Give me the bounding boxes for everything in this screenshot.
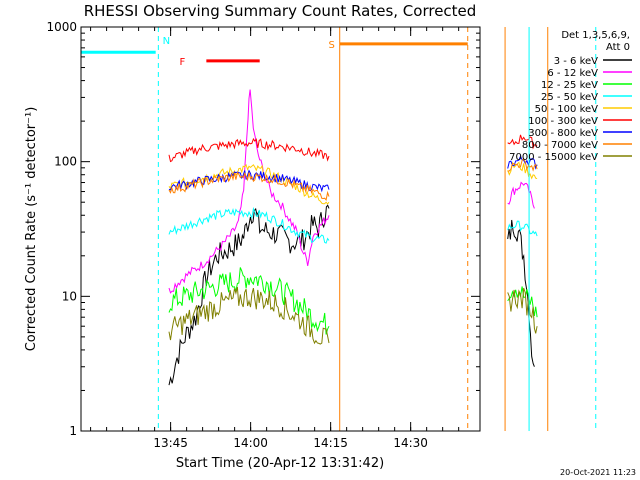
series-line-7-seg1 — [168, 171, 330, 202]
legend-label: 3 - 6 keV — [554, 56, 598, 67]
series-line-2-seg1 — [168, 267, 330, 335]
legend-label: 50 - 100 keV — [535, 104, 599, 115]
flag-label-n: N — [163, 36, 170, 47]
x-tick-label: 14:00 — [233, 436, 268, 450]
series-line-8-seg1 — [168, 286, 330, 345]
series-line-8-seg2 — [507, 287, 538, 334]
legend-label: 300 - 800 keV — [528, 128, 598, 139]
legend-label: 25 - 50 keV — [541, 92, 598, 103]
series-line-3-seg2 — [507, 220, 538, 237]
series-line-0-seg2 — [507, 219, 535, 367]
x-tick-label: 13:45 — [153, 436, 188, 450]
x-tick-label: 14:30 — [393, 436, 428, 450]
series-line-7-seg2 — [507, 157, 538, 172]
annotation-layer: NF S — [80, 27, 597, 431]
series-line-5-seg1 — [168, 137, 330, 163]
y-tick-label: 10 — [62, 289, 77, 303]
legend-label: 12 - 25 keV — [541, 80, 598, 91]
y-tick-label: 1000 — [46, 20, 77, 34]
legend-label: 7000 - 15000 keV — [509, 152, 598, 163]
chart-title: RHESSI Observing Summary Count Rates, Co… — [84, 2, 477, 20]
y-tick-label: 1 — [69, 424, 77, 438]
legend-header: Det 1,3,5,6,9, — [561, 30, 630, 41]
axis-layer: 1 10 100 1000 13:45 14:00 14:15 14:30 — [46, 20, 480, 450]
series-layer — [168, 89, 538, 386]
flag-label-s: S — [329, 40, 335, 51]
y-tick-label: 100 — [54, 155, 77, 169]
series-line-5-seg2 — [507, 134, 538, 150]
series-line-3-seg1 — [168, 206, 330, 244]
series-line-1-seg2 — [507, 181, 535, 209]
y-axis-label: Corrected Count Rate (s⁻¹ detector⁻¹) — [24, 107, 39, 352]
legend-label: 100 - 300 keV — [528, 116, 598, 127]
series-line-1-seg1 — [168, 89, 330, 294]
legend-label: 6 - 12 keV — [547, 68, 598, 79]
legend-label: 800 - 7000 keV — [522, 140, 598, 151]
flag-label-f: F — [179, 57, 185, 68]
plot-frame — [80, 26, 481, 432]
x-tick-label: 14:15 — [313, 436, 348, 450]
legend-header: Att 0 — [606, 42, 630, 53]
x-axis-label: Start Time (20-Apr-12 13:31:42) — [176, 456, 384, 471]
footer-timestamp: 20-Oct-2021 11:23 — [560, 468, 636, 477]
